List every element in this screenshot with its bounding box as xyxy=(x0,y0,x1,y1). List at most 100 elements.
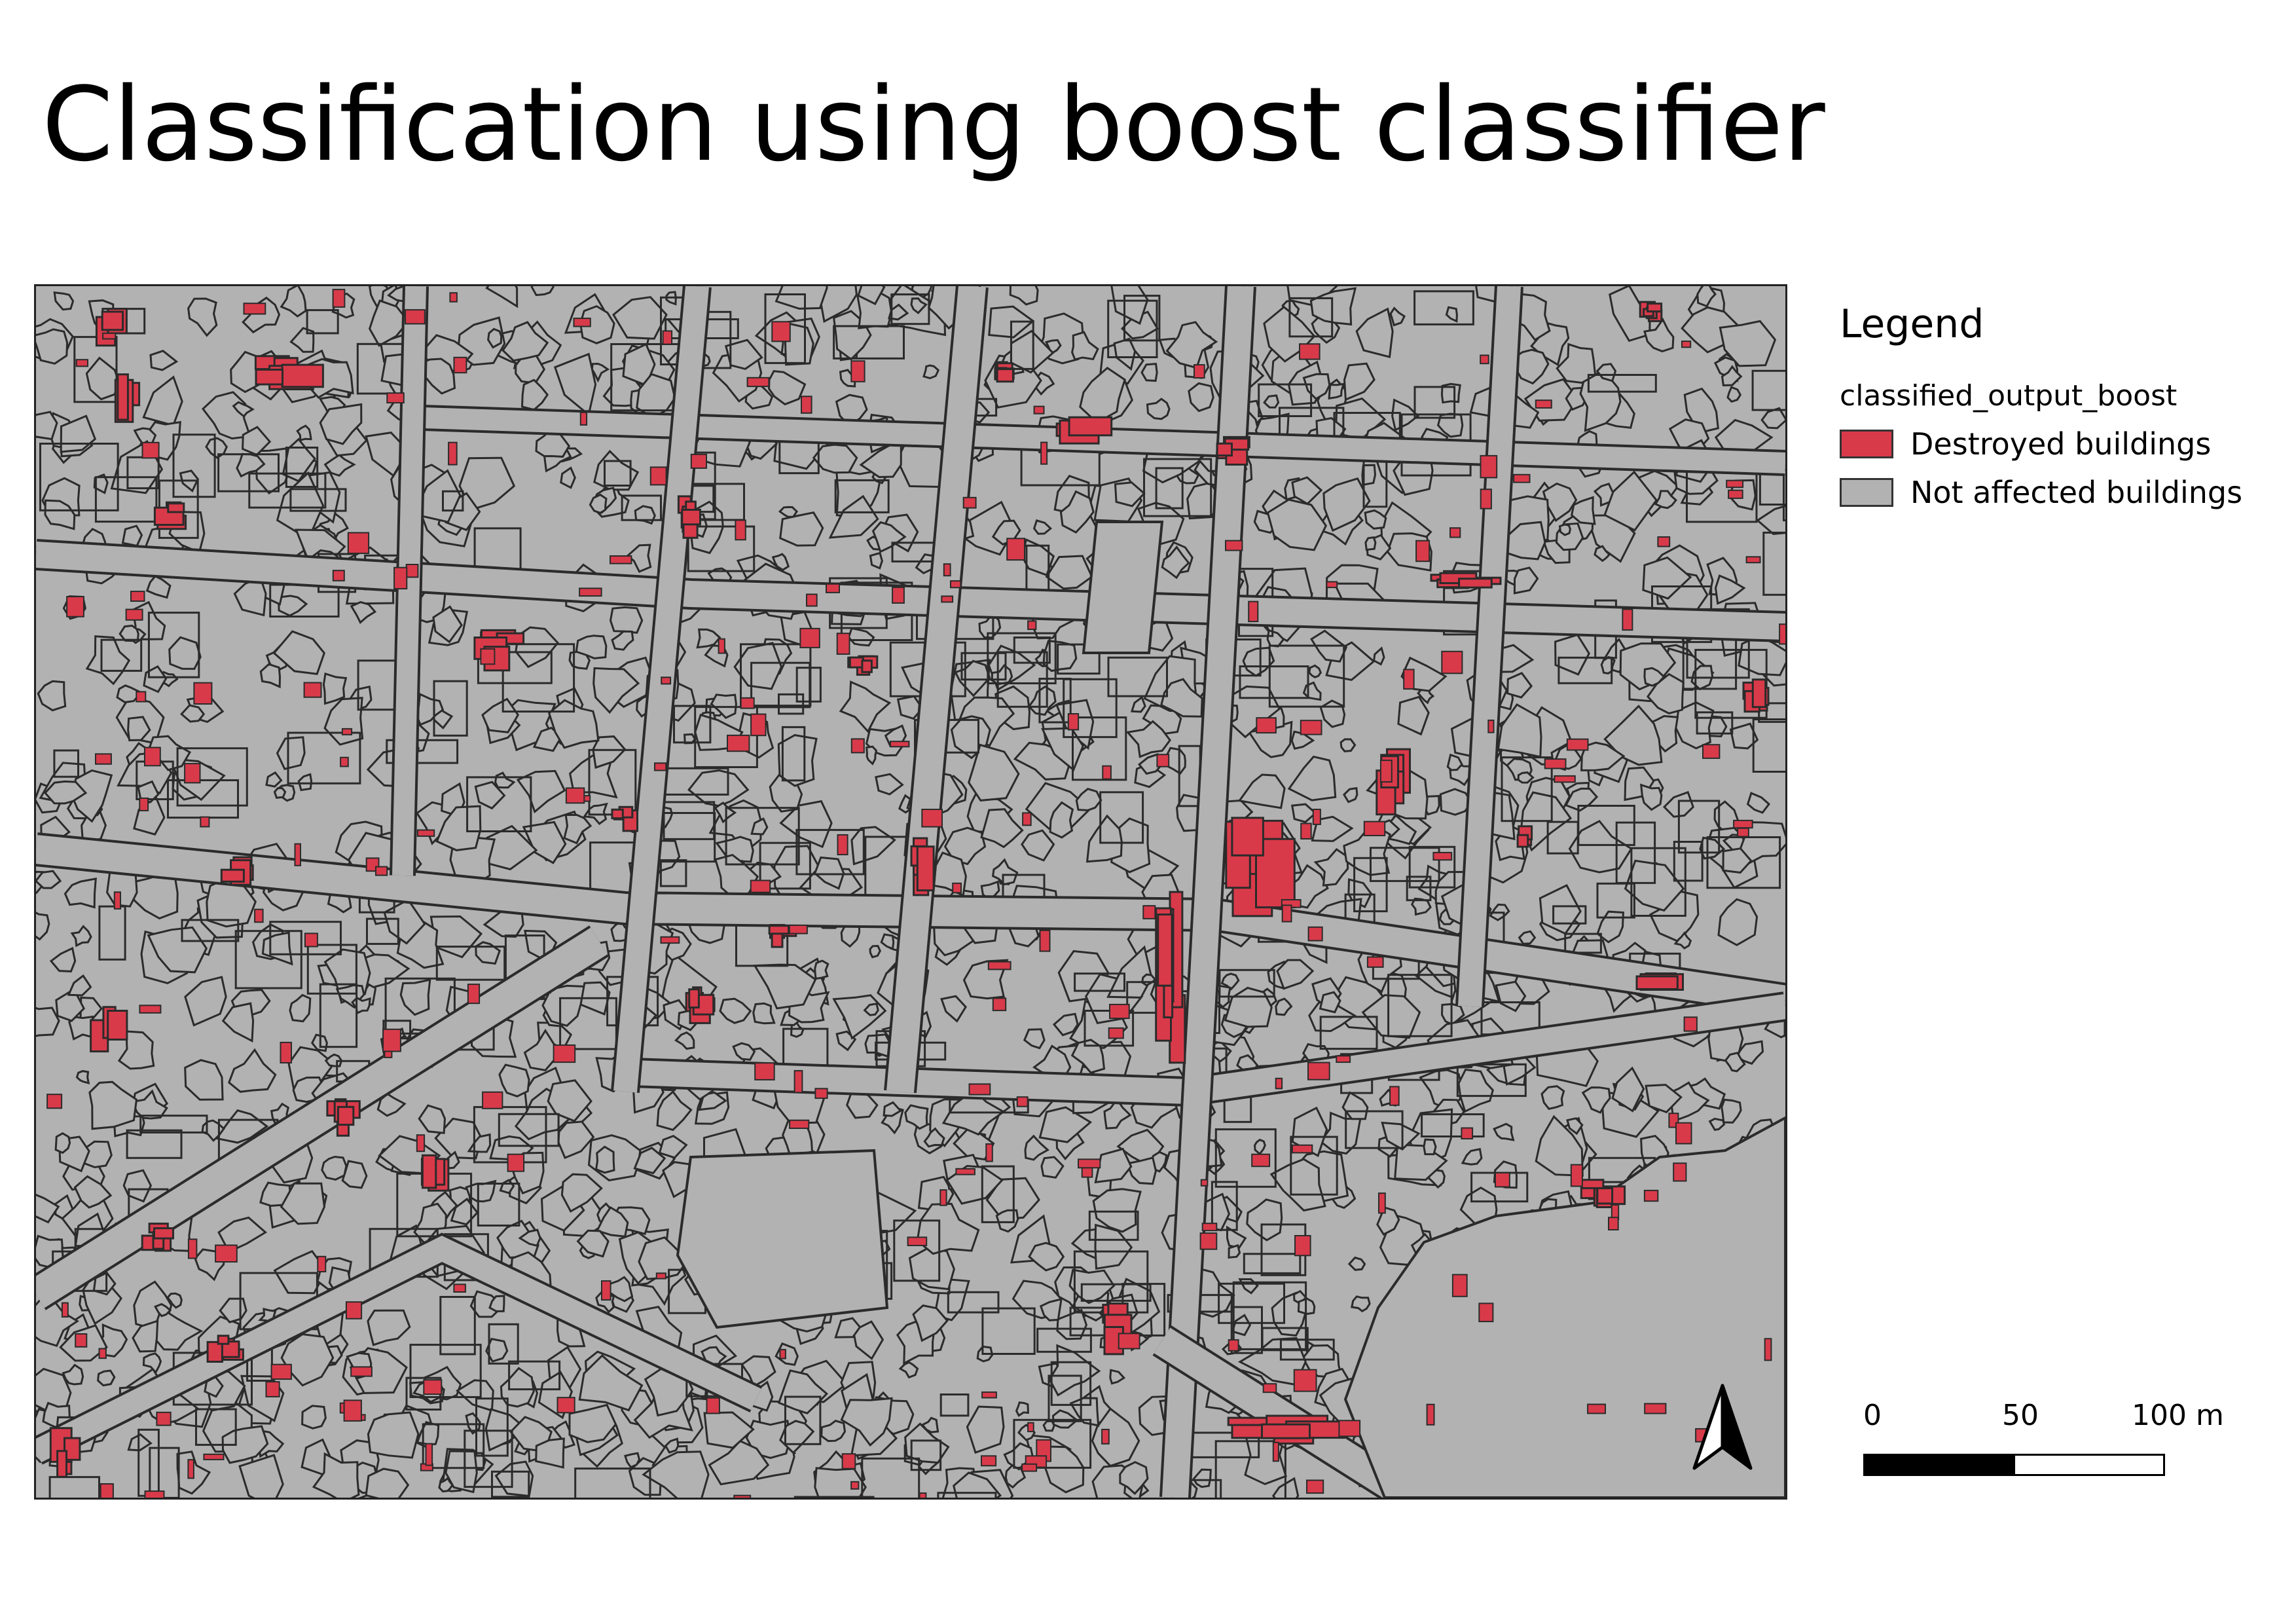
destroyed-building-polygon xyxy=(1067,713,1080,731)
building-polygon xyxy=(1079,367,1126,419)
destroyed-building-polygon xyxy=(907,1236,928,1247)
building-polygon xyxy=(187,297,218,337)
building-polygon xyxy=(485,1337,509,1363)
building-polygon xyxy=(1028,1242,1065,1272)
building-polygon xyxy=(147,926,208,974)
building-polygon xyxy=(839,680,892,733)
building-polygon xyxy=(923,1127,945,1148)
building-polygon xyxy=(576,1229,610,1258)
building-polygon xyxy=(866,745,878,766)
destroyed-building-polygon xyxy=(1027,1422,1034,1433)
building-polygon xyxy=(753,963,817,1010)
destroyed-building-polygon xyxy=(1702,744,1721,759)
destroyed-building-polygon xyxy=(718,638,725,654)
building-footprint xyxy=(285,447,319,488)
building-polygon xyxy=(1372,646,1385,666)
building-polygon xyxy=(1092,1188,1142,1233)
destroyed-building-polygon xyxy=(1006,538,1025,561)
building-polygon xyxy=(1291,1106,1328,1158)
building-footprint xyxy=(1072,716,1127,781)
building-footprint xyxy=(559,997,617,1050)
building-polygon xyxy=(435,805,482,851)
building-polygon xyxy=(1091,1407,1140,1467)
building-polygon xyxy=(703,1411,755,1449)
building-polygon xyxy=(242,296,281,334)
destroyed-building-polygon xyxy=(1293,1369,1317,1392)
building-polygon xyxy=(365,1467,410,1498)
destroyed-building-polygon xyxy=(1728,489,1743,499)
building-footprint xyxy=(1413,290,1474,325)
building-footprint xyxy=(234,930,302,989)
building-polygon xyxy=(560,1173,603,1213)
destroyed-building-polygon xyxy=(837,834,848,856)
building-footprint xyxy=(604,460,632,487)
destroyed-building-polygon xyxy=(1281,904,1292,923)
building-polygon xyxy=(1445,306,1458,323)
building-polygon xyxy=(54,1132,71,1154)
building-polygon xyxy=(1032,519,1053,535)
destroyed-building-polygon xyxy=(66,596,84,618)
building-polygon xyxy=(594,1145,615,1174)
building-footprint xyxy=(659,859,687,887)
destroyed-building-polygon xyxy=(139,1005,162,1014)
building-footprint xyxy=(1288,297,1334,338)
building-polygon xyxy=(638,1236,688,1280)
destroyed-building-polygon xyxy=(688,988,700,1009)
building-footprint xyxy=(1406,876,1432,902)
destroyed-building-polygon xyxy=(217,1335,230,1345)
building-polygon xyxy=(1322,477,1371,532)
building-polygon xyxy=(62,1363,84,1386)
building-polygon xyxy=(1596,910,1624,944)
destroyed-building-polygon xyxy=(836,633,850,655)
building-polygon xyxy=(221,1425,269,1464)
destroyed-building-polygon xyxy=(649,466,667,486)
building-polygon xyxy=(1228,1244,1241,1259)
destroyed-building-polygon xyxy=(1622,608,1633,631)
destroyed-building-polygon xyxy=(1608,1217,1619,1230)
destroyed-building-polygon xyxy=(565,787,585,804)
building-polygon xyxy=(1364,536,1377,551)
building-footprint xyxy=(1243,1253,1302,1274)
destroyed-building-polygon xyxy=(75,359,88,367)
building-footprint xyxy=(1752,718,1785,773)
building-polygon xyxy=(376,1092,407,1117)
building-polygon xyxy=(498,1063,530,1098)
destroyed-building-polygon xyxy=(480,648,496,665)
destroyed-building-polygon xyxy=(1673,1162,1687,1182)
building-polygon xyxy=(418,1104,446,1134)
building-polygon xyxy=(578,1354,644,1412)
building-polygon xyxy=(863,1003,879,1016)
destroyed-building-polygon xyxy=(243,303,266,315)
destroyed-building-polygon xyxy=(341,728,353,735)
building-polygon xyxy=(142,1352,162,1375)
destroyed-building-polygon xyxy=(981,1455,997,1467)
destroyed-building-polygon xyxy=(1299,343,1321,360)
building-footprint xyxy=(861,1457,920,1498)
building-polygon xyxy=(991,858,1019,886)
destroyed-building-polygon xyxy=(1078,1158,1101,1169)
building-polygon xyxy=(238,1454,284,1498)
destroyed-building-polygon xyxy=(1415,540,1430,563)
map-canvas[interactable] xyxy=(34,284,1787,1500)
building-polygon xyxy=(636,373,676,419)
building-polygon xyxy=(1342,786,1358,803)
destroyed-building-polygon xyxy=(890,741,910,748)
building-polygon xyxy=(1110,286,1149,325)
destroyed-building-polygon xyxy=(916,845,935,892)
building-polygon xyxy=(1192,1468,1212,1488)
building-footprint xyxy=(1279,1338,1335,1361)
building-polygon xyxy=(547,1079,592,1122)
building-polygon xyxy=(475,941,501,965)
destroyed-building-polygon xyxy=(56,1450,67,1478)
building-polygon xyxy=(1263,394,1280,409)
building-polygon xyxy=(1119,1461,1149,1496)
building-polygon xyxy=(904,1104,929,1130)
destroyed-building-polygon xyxy=(861,659,873,673)
destroyed-building-polygon xyxy=(1733,819,1753,829)
building-polygon xyxy=(133,796,166,836)
building-polygon xyxy=(1611,1066,1645,1113)
building-polygon xyxy=(1497,703,1542,758)
building-polygon xyxy=(1361,464,1377,487)
building-polygon xyxy=(1440,382,1461,404)
destroyed-building-polygon xyxy=(156,1411,172,1426)
